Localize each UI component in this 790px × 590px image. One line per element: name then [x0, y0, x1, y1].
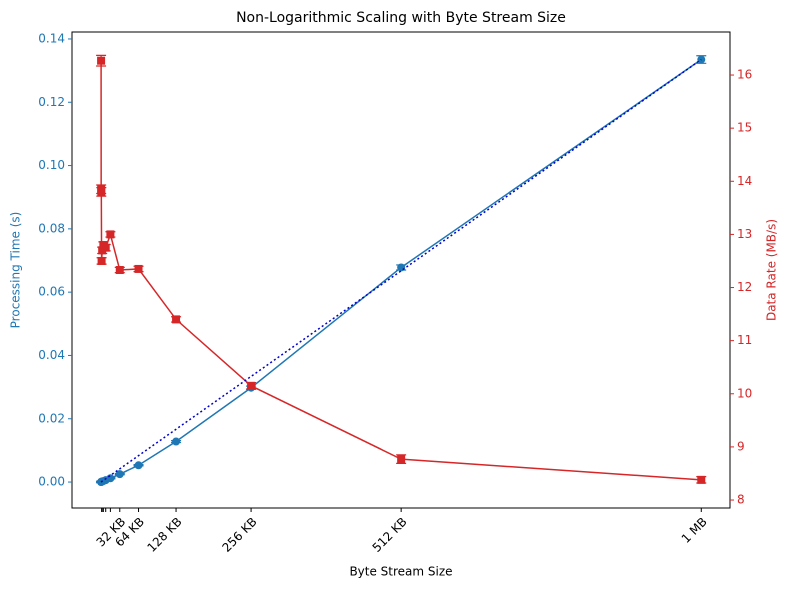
point	[134, 264, 143, 273]
x-tick-label: 128 KB	[144, 515, 184, 555]
y2-tick-label: 15	[737, 121, 752, 135]
point	[697, 475, 706, 484]
y2-tick-label: 8	[737, 493, 745, 507]
y2-tick-label: 13	[737, 227, 752, 241]
y-tick-label: 0.02	[38, 411, 65, 425]
point	[172, 315, 181, 324]
y-tick-label: 0.06	[38, 285, 65, 299]
y-tick-label: 0.10	[38, 158, 65, 172]
x-tick-label: 256 KB	[219, 515, 259, 555]
point	[97, 187, 106, 196]
point	[397, 263, 406, 272]
point	[247, 381, 256, 390]
point	[697, 55, 706, 64]
chart-title: Non-Logarithmic Scaling with Byte Stream…	[236, 10, 566, 26]
y-tick-label: 0.14	[38, 31, 65, 45]
series-line	[100, 60, 702, 481]
point	[106, 230, 115, 239]
point	[106, 474, 115, 483]
y2-tick-label: 14	[737, 174, 752, 188]
point	[97, 56, 106, 65]
x-tick-label: 512 KB	[370, 515, 410, 555]
x-tick-label: 1 MB	[679, 515, 710, 546]
point	[97, 256, 106, 265]
point	[115, 266, 124, 274]
y-tick-label: 0.08	[38, 221, 65, 235]
point	[172, 437, 181, 446]
y2-tick-label: 9	[737, 439, 745, 453]
y2-axis-label: Data Rate (MB/s)	[765, 219, 779, 321]
point	[397, 455, 406, 464]
y-axis-label: Processing Time (s)	[9, 212, 23, 329]
y2-tick-label: 12	[737, 280, 752, 294]
y-tick-label: 0.12	[38, 95, 65, 109]
y-tick-label: 0.00	[38, 475, 65, 489]
series-line	[100, 58, 702, 483]
y2-tick-label: 10	[737, 386, 752, 400]
point	[134, 461, 143, 470]
x-axis-label: Byte Stream Size	[349, 565, 452, 579]
y-tick-label: 0.04	[38, 348, 65, 362]
point	[101, 243, 110, 252]
point	[115, 470, 124, 479]
y2-tick-label: 11	[737, 333, 752, 347]
y2-tick-label: 16	[737, 68, 752, 82]
